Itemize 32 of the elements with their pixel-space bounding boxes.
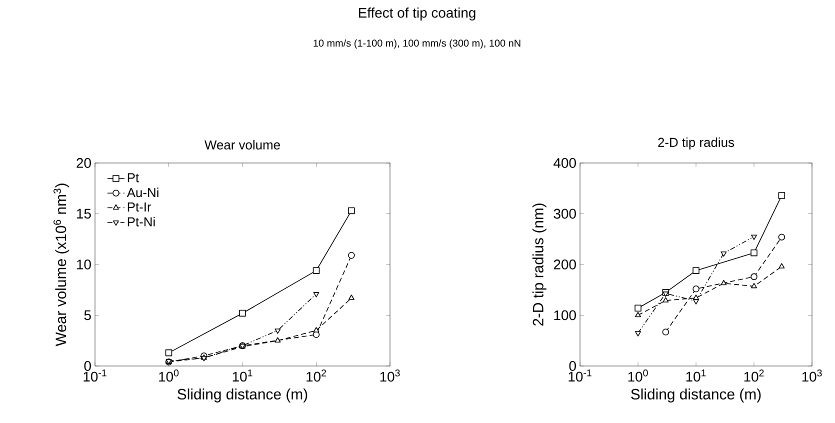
text: Effect of tip coating xyxy=(358,7,476,20)
y-tick-label: 20 xyxy=(76,158,91,168)
y-axis-title: 2-D tip radius (nm) xyxy=(532,204,546,326)
x-tick-label: 10$^{0}$ xyxy=(628,370,648,382)
legend-label: Pt-Ir xyxy=(128,202,152,212)
x-tick-label: 10$^{3}$ xyxy=(802,370,822,382)
x-tick-label: 10$^{-1}$ xyxy=(84,370,106,382)
y-tick-label: 10 xyxy=(77,260,91,270)
y-tick-label: 200 xyxy=(554,260,576,270)
legend-label: Pt xyxy=(128,173,139,182)
legend-label: Pt-Ni xyxy=(128,216,155,226)
y-tick-label: 300 xyxy=(554,208,576,219)
text: 10 mm/s (1-100 m), 100 mm/s (300 m), 100 nN xyxy=(314,39,520,49)
x-axis-title: Sliding distance (m) xyxy=(178,388,308,402)
x-axis-title: Sliding distance (m) xyxy=(631,388,761,402)
x-tick-label: 10$^{2}$ xyxy=(306,370,326,382)
chart-title: Wear volume xyxy=(204,140,280,150)
chart-title: 2-D tip radius xyxy=(658,137,734,150)
y-tick-label: 400 xyxy=(554,158,576,168)
x-tick-label: 10$^{2}$ xyxy=(744,370,764,382)
y-tick-label: 5 xyxy=(84,310,91,320)
x-tick-label: 10$^{-1}$ xyxy=(568,370,592,382)
x-tick-label: 10$^{3}$ xyxy=(380,370,400,382)
legend-label: Au-Ni xyxy=(126,188,158,198)
x-tick-label: 10$^{1}$ xyxy=(686,370,706,382)
y-tick-label: 100 xyxy=(554,310,576,320)
y-tick-label: 0 xyxy=(569,361,576,371)
y-axis-title: Wear volume (x10$^{6}$ nm$^{3}$) xyxy=(54,184,70,346)
x-tick-label: 10$^{1}$ xyxy=(232,370,252,382)
y-tick-label: 0 xyxy=(84,361,91,371)
y-tick-label: 15 xyxy=(77,208,91,219)
x-tick-label: 10$^{0}$ xyxy=(159,370,179,382)
